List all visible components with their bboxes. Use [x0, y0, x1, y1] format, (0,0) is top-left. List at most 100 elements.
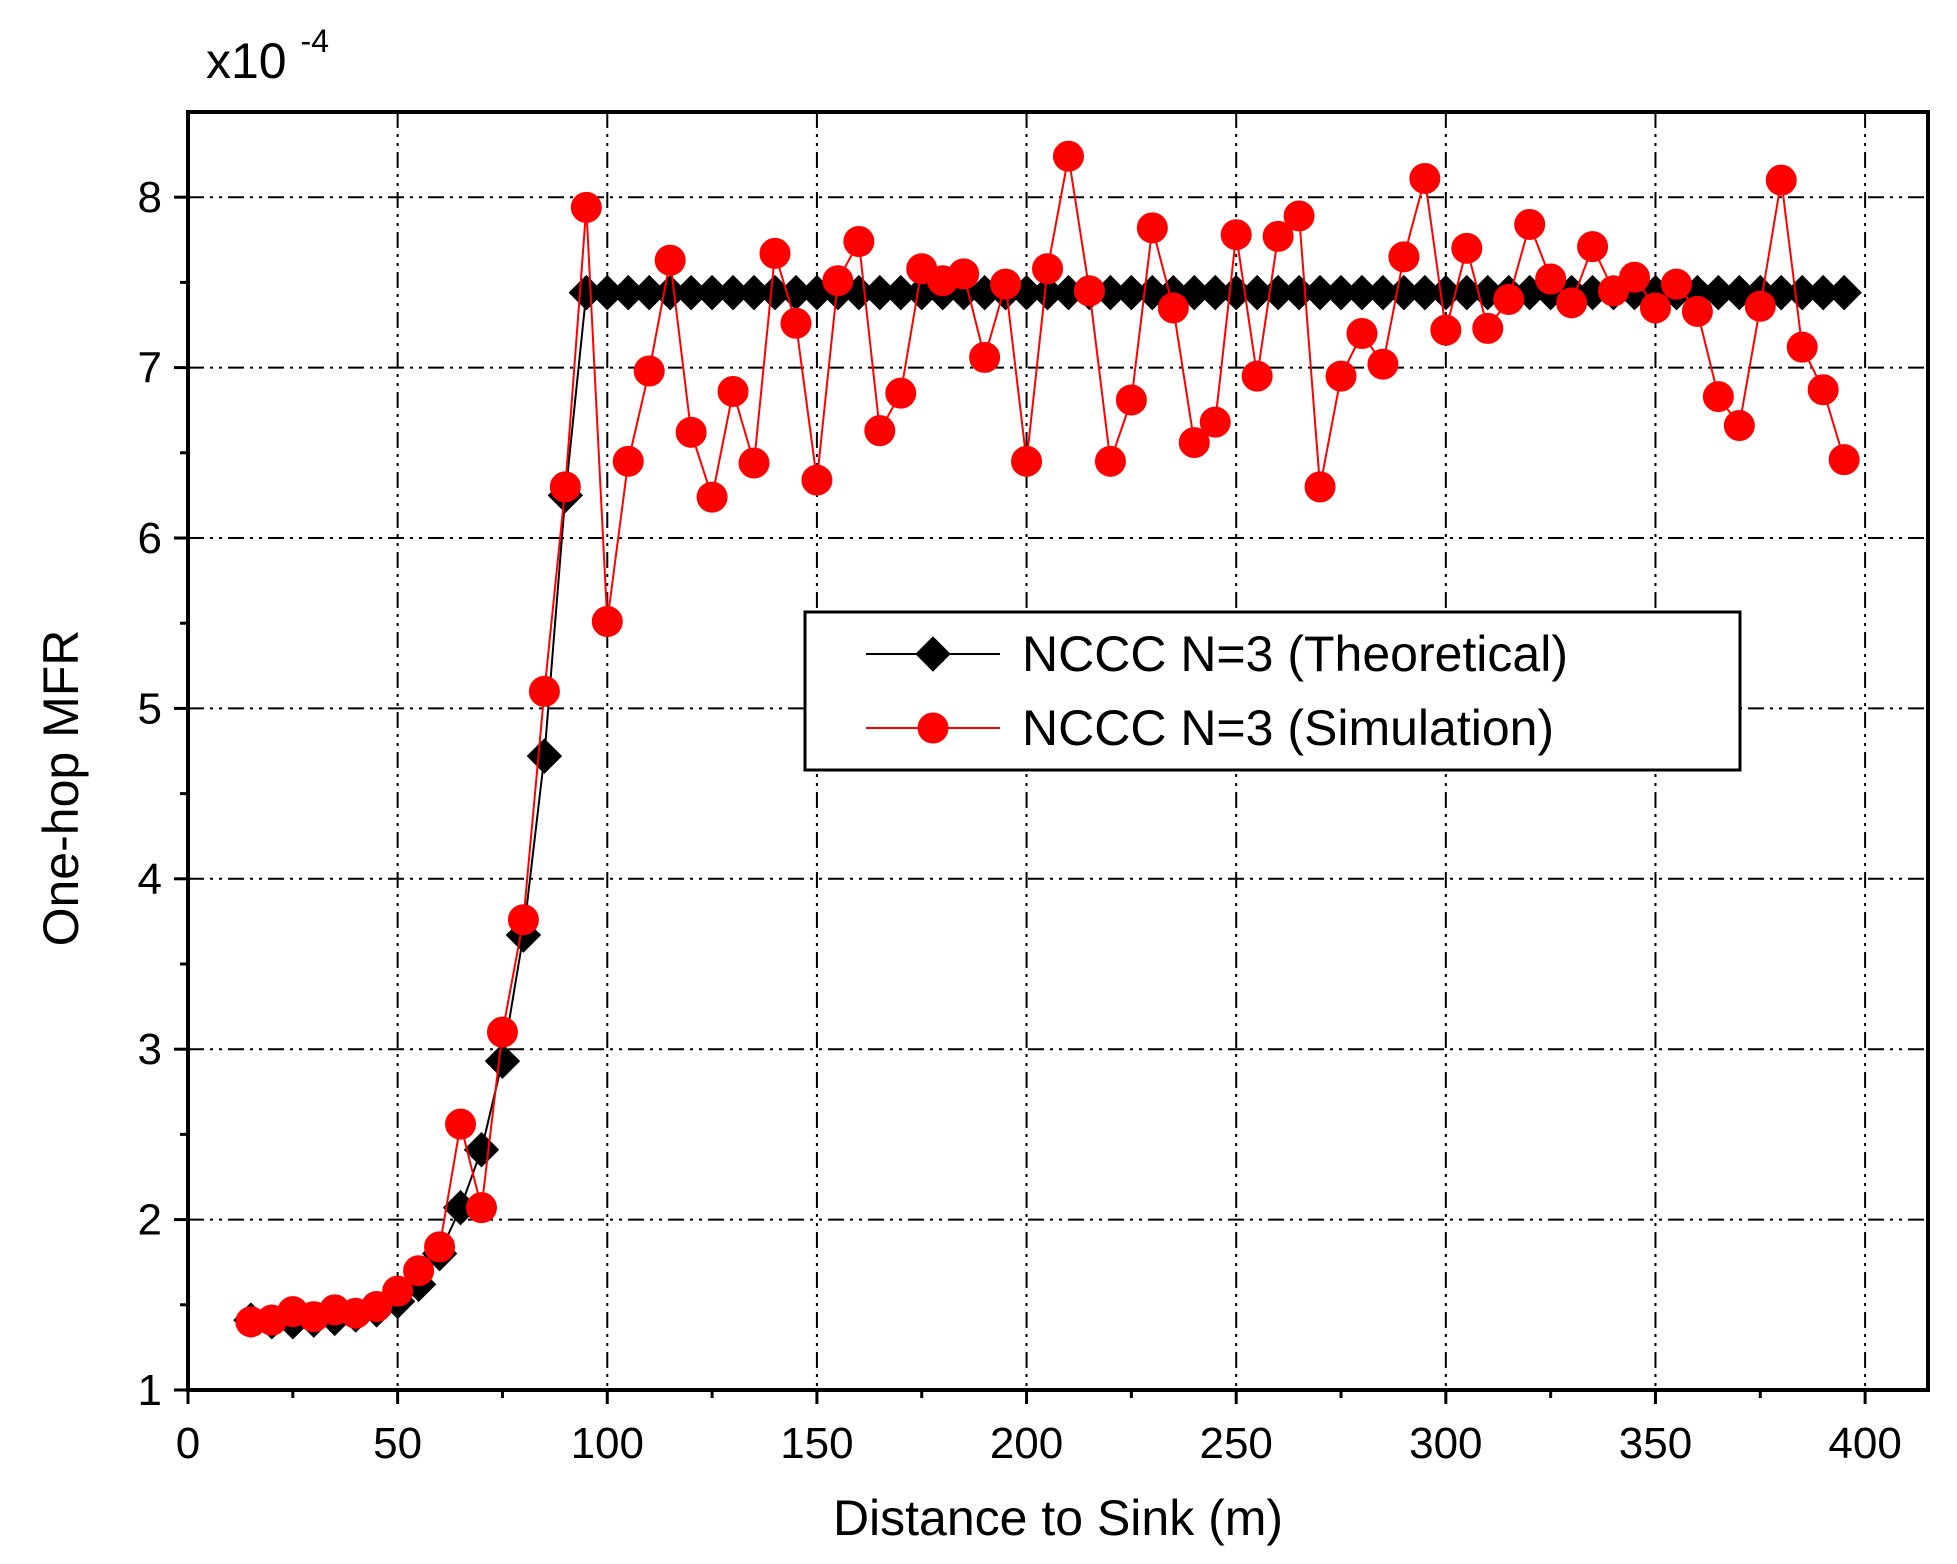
simulation-point	[843, 226, 875, 258]
series-1	[233, 274, 1862, 1340]
simulation-point	[403, 1255, 435, 1287]
simulation-point	[1283, 200, 1315, 232]
simulation-point	[948, 258, 980, 290]
y-scale-base: x10	[206, 33, 287, 89]
simulation-point	[654, 244, 686, 276]
simulation-point	[424, 1231, 456, 1263]
series-2	[235, 140, 1860, 1338]
legend-box	[803, 610, 1742, 772]
simulation-point	[1094, 445, 1126, 477]
simulation-point	[675, 416, 707, 448]
simulation-point	[1639, 292, 1671, 324]
series-line	[250, 291, 1845, 1323]
simulation-point	[885, 377, 917, 409]
simulation-point	[1807, 374, 1839, 406]
simulation-point	[1472, 312, 1504, 344]
y-tick-label: 4	[138, 855, 162, 904]
theoretical-point	[526, 738, 563, 774]
theoretical-point	[1826, 274, 1862, 311]
simulation-point	[1619, 261, 1651, 293]
simulation-point	[1577, 231, 1609, 263]
x-tick-label: 100	[571, 1419, 644, 1468]
simulation-point	[1514, 208, 1546, 240]
simulation-point	[969, 341, 1001, 373]
simulation-point	[1660, 268, 1692, 300]
simulation-point	[1115, 384, 1147, 416]
simulation-point	[1723, 410, 1755, 442]
plot-frame	[186, 110, 1930, 1392]
legend-marker	[915, 636, 951, 672]
simulation-point	[1535, 263, 1567, 295]
simulation-point	[1178, 427, 1210, 459]
simulation-point	[738, 447, 770, 479]
axis-layer: 0 50 100 150 200 250 300 350 400 1 2 3 4 5 6 7 8	[138, 173, 1902, 1468]
simulation-point	[822, 265, 854, 297]
series-layer	[233, 140, 1862, 1340]
legend: NCCC N=3 (Theoretical) NCCC N=3 (Simulati…	[803, 610, 1742, 772]
y-tick-label: 3	[138, 1025, 162, 1074]
simulation-point	[445, 1108, 477, 1140]
x-tick-label: 200	[990, 1419, 1063, 1468]
simulation-point	[570, 191, 602, 223]
simulation-point	[780, 307, 812, 339]
simulation-point	[801, 464, 833, 496]
simulation-point	[361, 1291, 393, 1323]
y-tick-label: 6	[138, 514, 162, 563]
simulation-point	[1011, 445, 1043, 477]
simulation-point	[1451, 232, 1483, 264]
y-axis-label: One-hop MFR	[33, 630, 89, 947]
simulation-point	[1430, 314, 1462, 346]
x-tick-label: 50	[373, 1419, 422, 1468]
simulation-point	[1199, 406, 1231, 438]
y-tick-label: 7	[138, 344, 162, 393]
simulation-point	[1556, 287, 1588, 319]
x-tick-label: 300	[1409, 1419, 1482, 1468]
simulation-point	[990, 268, 1022, 300]
x-tick-label: 0	[176, 1419, 200, 1468]
y-tick-label: 2	[138, 1196, 162, 1245]
simulation-point	[1220, 219, 1252, 251]
simulation-point	[1304, 471, 1336, 503]
x-tick-label: 350	[1619, 1419, 1692, 1468]
simulation-point	[528, 675, 560, 707]
simulation-point	[759, 237, 791, 269]
simulation-point	[864, 415, 896, 447]
y-scale-label: x10 -4	[206, 23, 329, 89]
simulation-point	[696, 481, 728, 513]
simulation-point	[591, 605, 623, 637]
simulation-point	[1765, 164, 1797, 196]
simulation-point	[1325, 360, 1357, 392]
simulation-point	[1786, 331, 1818, 363]
simulation-point	[1241, 360, 1273, 392]
y-tick-label: 8	[138, 173, 162, 222]
legend-label: NCCC N=3 (Simulation)	[1022, 700, 1554, 756]
simulation-point	[1702, 381, 1734, 413]
x-tick-label: 250	[1199, 1419, 1272, 1468]
simulation-point	[486, 1016, 518, 1048]
simulation-point	[1681, 295, 1713, 327]
simulation-point	[1409, 162, 1441, 194]
simulation-point	[465, 1192, 497, 1224]
legend-label: NCCC N=3 (Theoretical)	[1022, 626, 1568, 682]
simulation-point	[717, 375, 749, 407]
y-scale-exponent: -4	[301, 23, 329, 59]
simulation-point	[1744, 290, 1776, 322]
simulation-point	[1032, 253, 1064, 285]
simulation-point	[1828, 444, 1860, 476]
simulation-point	[612, 445, 644, 477]
simulation-point	[1052, 140, 1084, 172]
simulation-point	[382, 1275, 414, 1307]
simulation-point	[1493, 283, 1525, 315]
simulation-point	[1073, 275, 1105, 307]
x-tick-label: 400	[1828, 1419, 1901, 1468]
theoretical-point	[484, 1043, 521, 1079]
simulation-point	[507, 904, 539, 936]
simulation-point	[1388, 241, 1420, 273]
y-tick-label: 1	[138, 1366, 162, 1415]
simulation-point	[633, 355, 665, 387]
simulation-point	[1367, 348, 1399, 380]
simulation-point	[1157, 292, 1189, 324]
y-tick-label: 5	[138, 684, 162, 733]
legend-marker	[917, 712, 949, 744]
